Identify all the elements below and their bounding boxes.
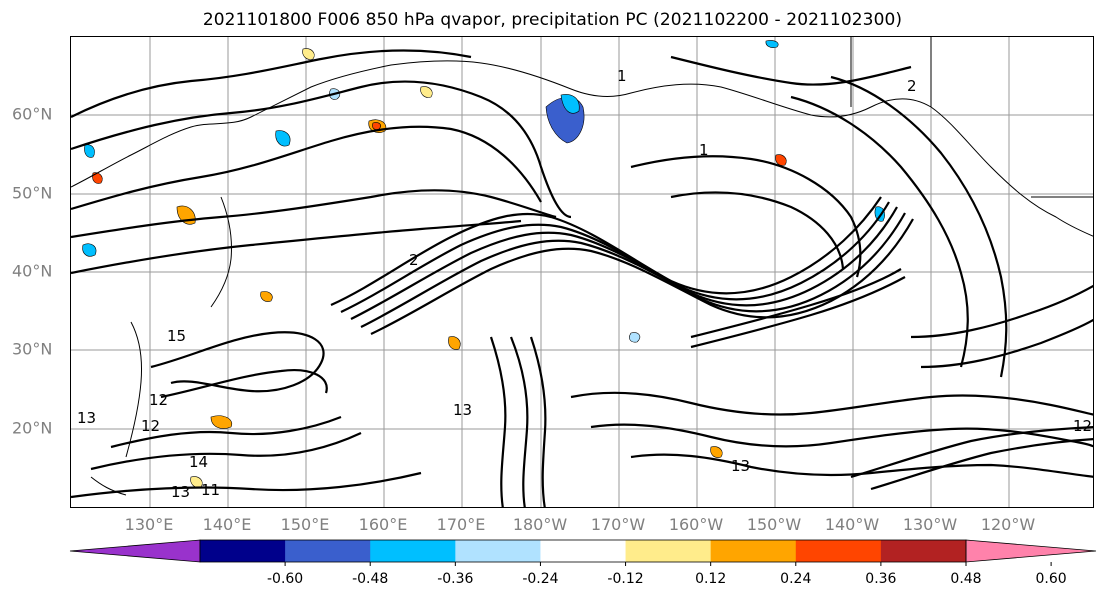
contour-label: 2 (409, 251, 419, 269)
precip-patch (420, 86, 433, 98)
contour-label: 2 (907, 77, 917, 95)
precip-patches (82, 40, 885, 488)
precip-patch (92, 172, 103, 184)
precip-patch (82, 243, 97, 257)
qvapor-contours (71, 49, 1093, 507)
lon-label: 150°E (280, 515, 330, 534)
contour-label: 12 (1073, 417, 1092, 435)
colorbar-tick-label: 0.12 (695, 571, 727, 587)
colorbar-segment (200, 540, 286, 562)
precip-patch (84, 144, 95, 158)
precip-patch (874, 206, 885, 222)
contour-label: 14 (189, 453, 208, 471)
colorbar-segment (880, 540, 967, 562)
lat-label: 20°N (12, 418, 53, 438)
lon-label: 130°E (124, 515, 174, 534)
contour-label: 13 (171, 483, 190, 501)
lon-label: 140°E (202, 515, 252, 534)
lat-label: 60°N (12, 104, 53, 124)
contour-label: 11 (201, 481, 220, 499)
colorbar-segment (625, 540, 712, 562)
contour-label: 13 (77, 409, 96, 427)
lon-label: 160°E (358, 515, 408, 534)
colorbar-tick-label: -0.60 (266, 571, 304, 587)
contour-label: 13 (731, 457, 750, 475)
precip-patch (765, 40, 779, 48)
contour-label: 12 (149, 391, 168, 409)
lon-label: 150°W (746, 515, 802, 534)
colorbar-tick-label: -0.36 (437, 571, 474, 587)
lon-label: 120°W (980, 515, 1036, 534)
precip-patch (775, 154, 787, 166)
colorbar-tick-label: -0.24 (522, 571, 559, 587)
contour-label: 15 (167, 327, 186, 345)
colorbar-tick-label: -0.12 (607, 571, 644, 587)
contour-map: 2 1 2 1 12 13 14 15 13 13 11 13 12 12 (71, 37, 1093, 507)
lat-label: 30°N (12, 339, 53, 359)
precip-patch (302, 48, 315, 60)
contour-label: 1 (617, 67, 627, 85)
precip-patch (372, 122, 381, 130)
precip-patch (629, 332, 641, 343)
colorbar-segment (370, 540, 456, 562)
precip-patch (275, 130, 291, 147)
map-title: 2021101800 F006 850 hPa qvapor, precipit… (202, 10, 903, 30)
colorbar-segment (540, 540, 627, 562)
lon-label: 180°W (512, 515, 568, 534)
lon-label: 140°W (824, 515, 880, 534)
colorbar (69, 539, 1097, 566)
contour-label: 1 (699, 141, 709, 159)
colorbar-tick-label: -0.48 (352, 571, 389, 587)
colorbar-segment (710, 540, 797, 562)
precip-patch (260, 291, 273, 302)
colorbar-segment (285, 540, 371, 562)
colorbar-segment (795, 540, 882, 562)
colorbar-tick-label: 0.24 (780, 571, 812, 587)
coastlines (71, 37, 1093, 496)
lat-label: 40°N (12, 261, 53, 281)
colorbar-frame (199, 539, 967, 563)
lon-label: 160°W (668, 515, 724, 534)
colorbar-extend-high (965, 539, 1097, 563)
contour-labels: 2 1 2 1 12 13 14 15 13 13 11 13 12 12 (77, 67, 1092, 501)
colorbar-segment (455, 540, 541, 562)
precip-patch (448, 336, 461, 350)
precip-patch (560, 94, 580, 114)
map-panel: 2 1 2 1 12 13 14 15 13 13 11 13 12 12 (70, 36, 1094, 508)
colorbar-extend-low (69, 539, 201, 563)
contour-label: 13 (453, 401, 472, 419)
precip-patch (210, 415, 233, 429)
colorbar-tick-label: 0.36 (865, 571, 897, 587)
lat-label: 50°N (12, 183, 53, 203)
colorbar-tick-label: 0.48 (950, 571, 982, 587)
lon-label: 130°W (902, 515, 958, 534)
colorbar-tick-label: 0.60 (1035, 571, 1067, 587)
precip-patch (710, 446, 723, 458)
lon-label: 170°E (436, 515, 486, 534)
contour-label: 12 (141, 417, 160, 435)
lon-label: 170°W (590, 515, 646, 534)
